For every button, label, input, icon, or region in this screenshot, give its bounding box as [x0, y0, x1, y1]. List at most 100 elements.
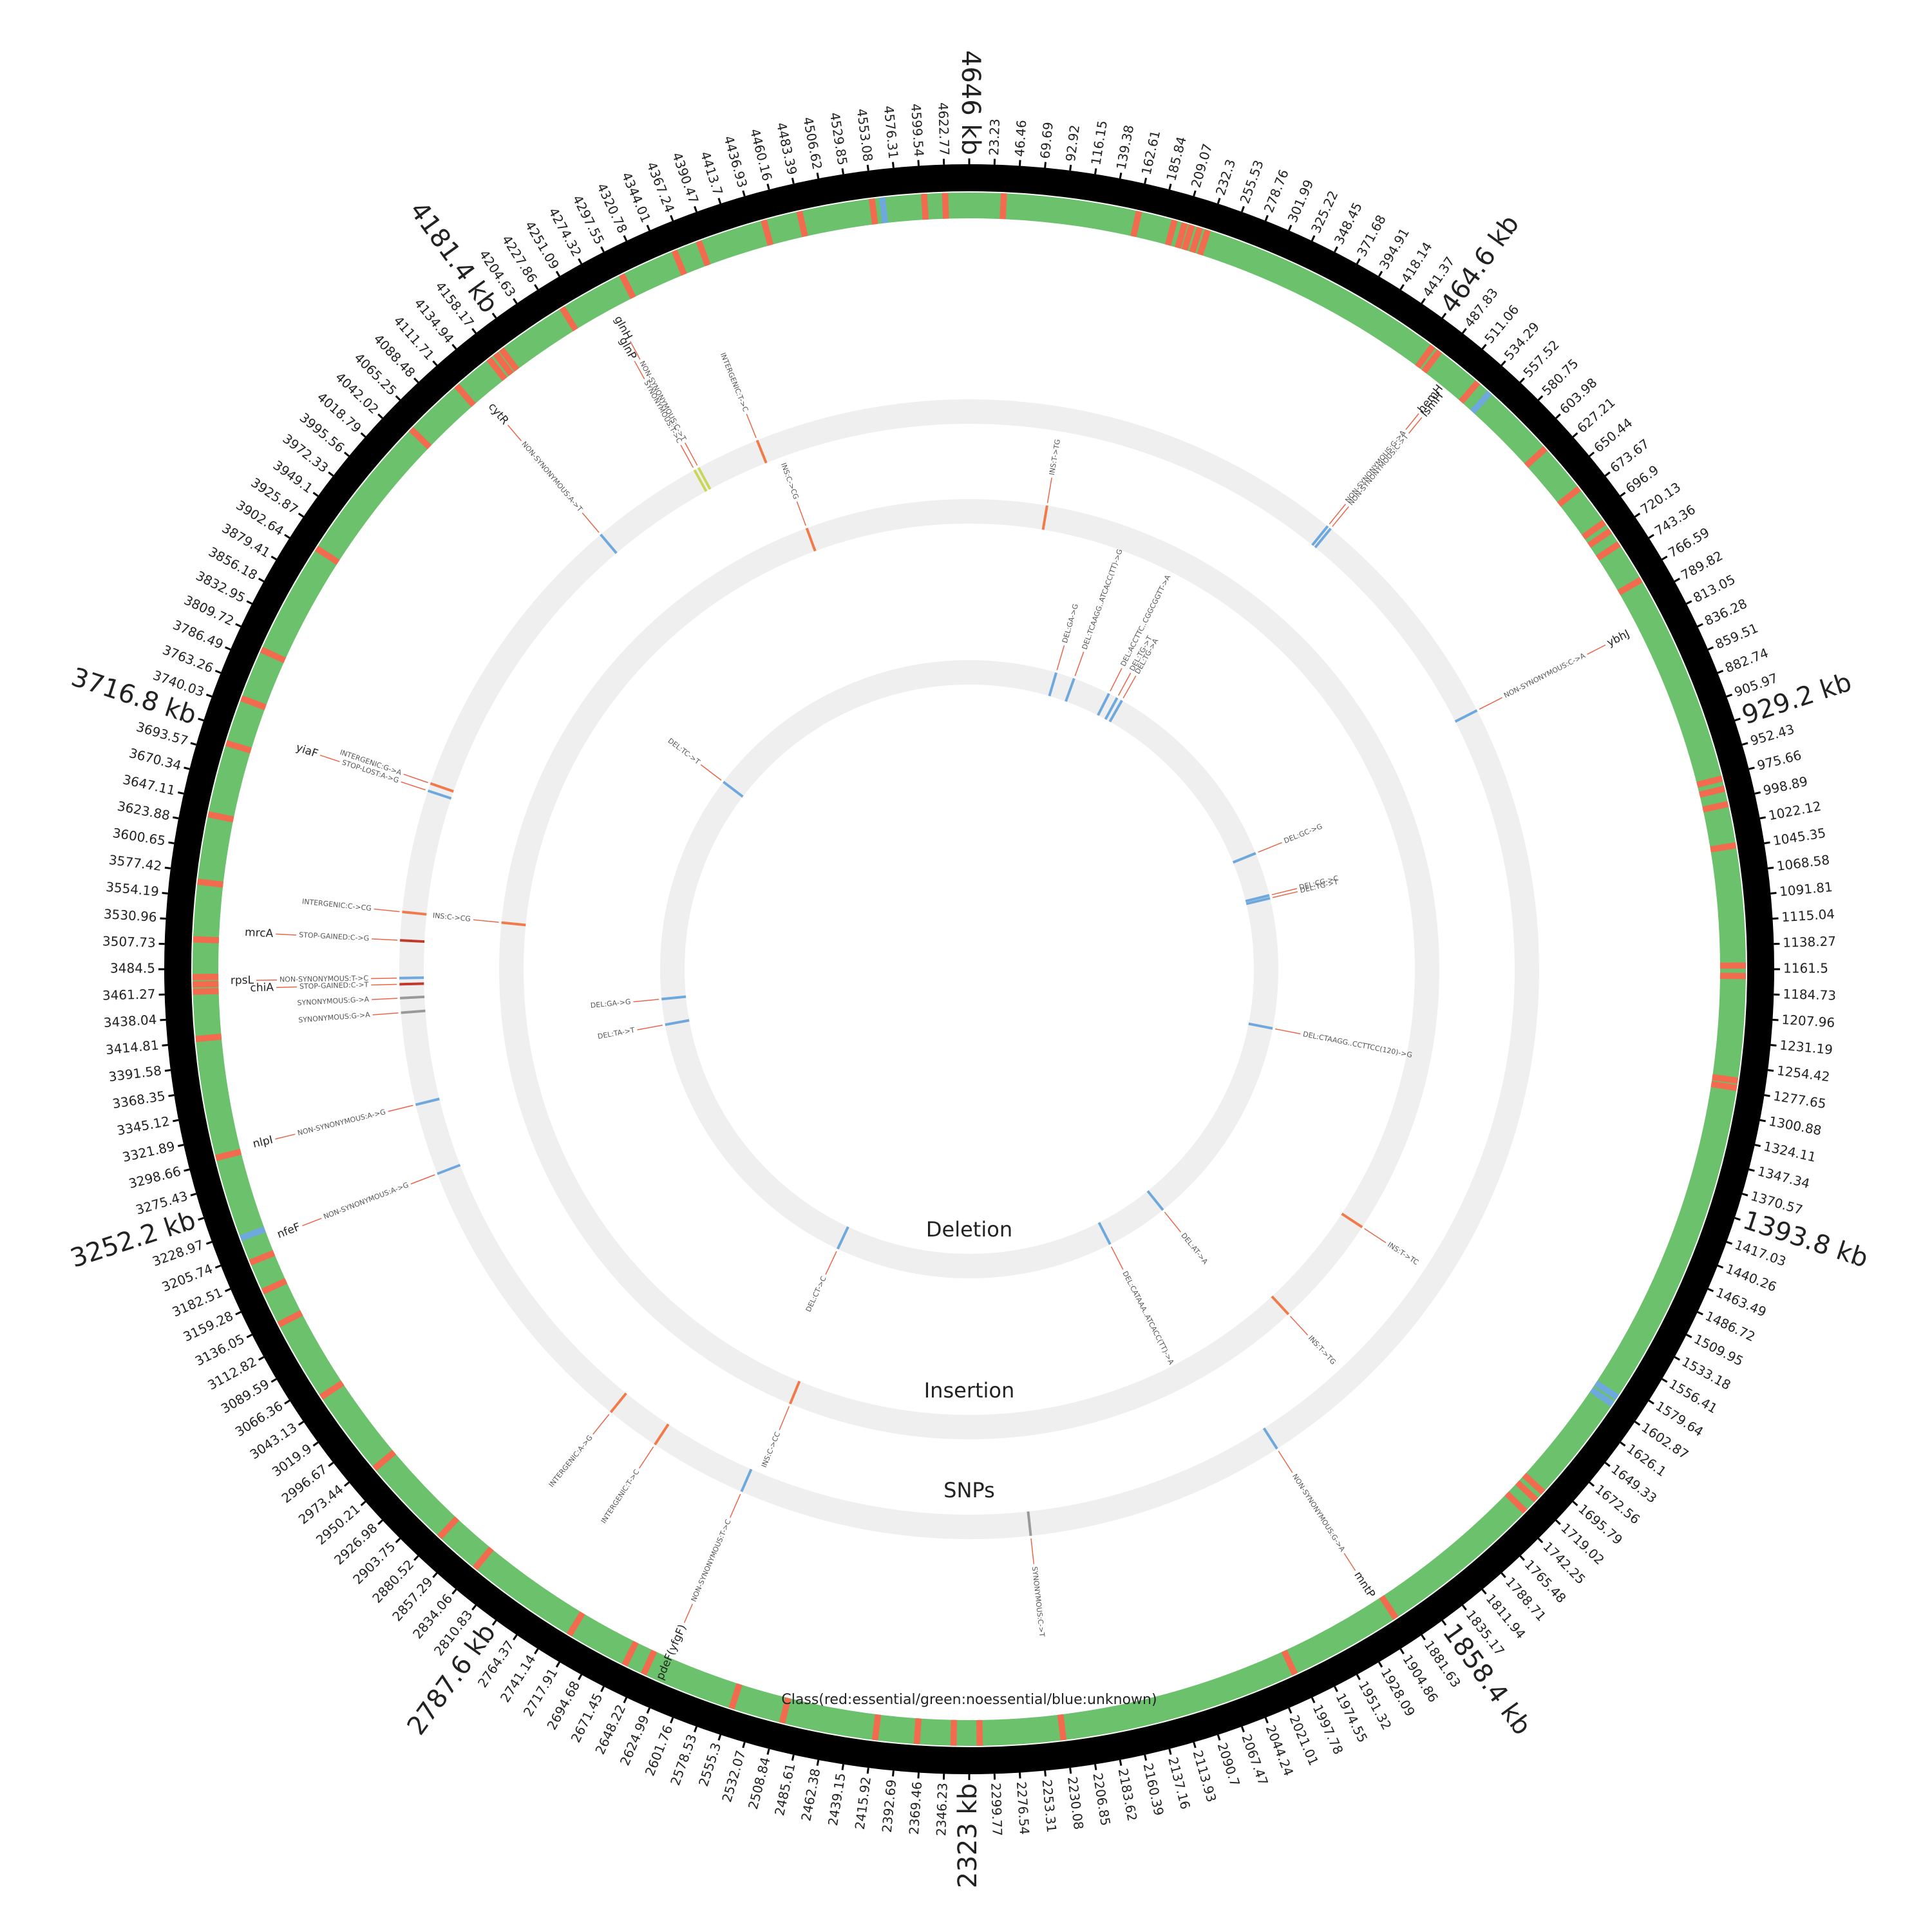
gene-essential — [225, 740, 252, 753]
variant-mark — [654, 1423, 670, 1446]
tick-mark — [646, 224, 650, 231]
variant-mark — [400, 995, 425, 999]
gene-essential — [621, 1640, 639, 1667]
gene-essential — [1459, 380, 1481, 404]
variant-annotation: NON-SYNONYMOUS:A->G — [323, 1180, 410, 1221]
tick-mark — [1772, 917, 1779, 920]
tick-mark — [451, 343, 457, 350]
tick-mark — [1589, 1481, 1595, 1487]
tick-label: 4622.77 — [935, 102, 952, 156]
tick-label: 4599.54 — [908, 103, 927, 157]
gene-essential — [1281, 1649, 1298, 1676]
tick-mark — [168, 841, 175, 844]
tick-mark — [1572, 1501, 1578, 1506]
tick-label: 2253.31 — [1039, 1779, 1059, 1833]
tick-mark — [328, 471, 334, 477]
variant-mark — [1146, 1190, 1164, 1211]
tick-mark — [742, 190, 746, 197]
gene-essential — [1698, 785, 1726, 798]
gene-essential — [408, 426, 432, 450]
variant-annotation: SYNONYMOUS:G->A — [297, 995, 370, 1007]
tick-mark — [162, 892, 168, 895]
gene-essential — [277, 1310, 303, 1328]
leader-line — [779, 1406, 790, 1430]
tick-label: 46.46 — [1012, 119, 1030, 157]
tick-label: 3507.73 — [102, 933, 156, 951]
leader-line — [302, 1218, 322, 1226]
variant-annotation: DEL:TCAAGG..ATCACC(TT)->G — [1081, 548, 1124, 651]
gene-label: ybhJ — [1605, 627, 1632, 649]
gene-essential — [796, 211, 808, 238]
gene-essential — [214, 1148, 242, 1161]
leader-line — [1046, 477, 1052, 504]
leader-line — [1289, 1316, 1309, 1336]
tick-mark — [1662, 555, 1668, 560]
tick-label: 3554.19 — [105, 879, 160, 900]
tick-label: 3414.81 — [105, 1037, 160, 1058]
tick-mark — [413, 377, 419, 383]
variant-mark — [600, 533, 618, 554]
tick-mark — [377, 413, 383, 419]
leader-line — [319, 754, 340, 762]
tick-mark — [246, 1334, 252, 1338]
gene-label: nfeF — [276, 1220, 303, 1241]
tick-mark — [1759, 816, 1766, 820]
variant-mark — [1048, 672, 1058, 697]
variant-annotation: NON-SYNONYMOUS:C->A — [1502, 651, 1587, 699]
leader-line — [629, 341, 641, 360]
tick-mark — [1519, 1555, 1525, 1561]
gene-essential — [1710, 842, 1737, 853]
tick-label: 2183.62 — [1115, 1767, 1141, 1823]
variant-annotation: DEL:AT->A — [1179, 1231, 1209, 1266]
variant-mark — [427, 789, 452, 800]
tick-label: 4390.47 — [669, 150, 702, 205]
tick-label: 2160.39 — [1140, 1762, 1166, 1817]
tick-label: 3391.58 — [108, 1063, 162, 1084]
track-ring — [499, 499, 1439, 1439]
major-tick-label: 3716.8 kb — [68, 662, 200, 730]
tick-mark — [694, 205, 697, 213]
tick-mark — [491, 1620, 497, 1626]
tick-mark — [284, 1399, 290, 1405]
variant-mark — [836, 1226, 849, 1250]
tick-label: 2578.53 — [667, 1732, 700, 1788]
variant-annotation: DEL:GA->G — [1061, 603, 1080, 644]
tick-label: 1091.81 — [1779, 879, 1833, 900]
tick-mark — [1264, 214, 1269, 222]
tick-label: 232.3 — [1213, 157, 1239, 197]
tick-label: 69.69 — [1037, 121, 1056, 159]
tick-mark — [1044, 162, 1046, 168]
tick-mark — [1589, 451, 1595, 457]
tick-label: 859.51 — [1713, 620, 1761, 652]
tick-mark — [343, 451, 350, 457]
variant-mark — [437, 1164, 461, 1175]
variant-mark — [1262, 1427, 1278, 1450]
tick-mark — [1441, 1620, 1447, 1626]
tick-label: 1045.35 — [1772, 825, 1826, 849]
tick-mark — [451, 1589, 457, 1595]
gene-label: glnH — [611, 314, 634, 342]
gene-essential — [1522, 1472, 1546, 1495]
tick-label: 2090.7 — [1215, 1741, 1243, 1788]
leader-line — [730, 1493, 741, 1518]
tick-label: 3298.66 — [127, 1163, 182, 1191]
gene-essential — [913, 1718, 922, 1745]
variant-mark — [401, 1009, 426, 1014]
leader-line — [634, 361, 645, 379]
tick-label: 2485.61 — [772, 1762, 798, 1817]
variant-mark — [755, 439, 768, 464]
tick-label: 998.89 — [1762, 773, 1810, 799]
variant-annotation: NON-SYNONYMOUS:T->C — [279, 974, 369, 984]
tick-label: 139.38 — [1113, 124, 1137, 171]
tick-mark — [173, 816, 179, 820]
leader-line — [582, 512, 600, 533]
tick-mark — [1697, 1311, 1703, 1316]
leader-line — [371, 983, 397, 986]
tick-mark — [1726, 694, 1733, 697]
track-ring — [660, 660, 1278, 1278]
tick-mark — [791, 177, 795, 184]
gene-essential — [871, 1714, 882, 1741]
tick-mark — [1707, 646, 1714, 650]
gene-label: nlpI — [252, 1133, 274, 1151]
tick-label: 2276.54 — [1014, 1781, 1032, 1835]
